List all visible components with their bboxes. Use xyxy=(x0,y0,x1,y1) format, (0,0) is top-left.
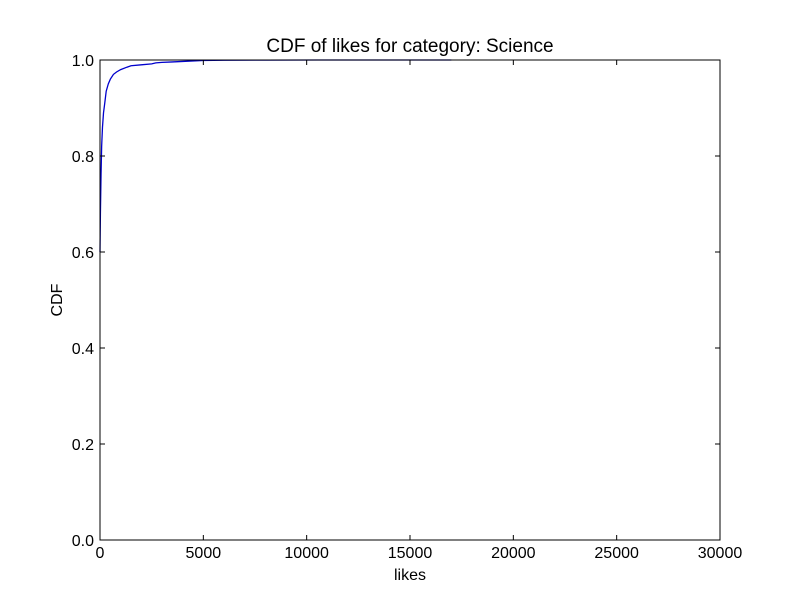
x-tick-label-0: 0 xyxy=(96,545,105,562)
y-tick-label-1: 0.2 xyxy=(72,437,94,454)
plot-frame xyxy=(99,59,721,541)
x-tick-label-2: 10000 xyxy=(284,545,329,562)
y-tick-label-0: 0.0 xyxy=(72,533,94,550)
y-tick-label-3: 0.6 xyxy=(72,245,94,262)
cdf-series-line-0 xyxy=(99,59,452,253)
y-tick-label-4: 0.8 xyxy=(72,149,94,166)
y-tick-label-5: 1.0 xyxy=(72,53,94,70)
x-tick-label-5: 25000 xyxy=(594,545,639,562)
y-tick-label-2: 0.4 xyxy=(72,341,94,358)
x-tick-label-6: 30000 xyxy=(698,545,743,562)
x-tick-label-4: 20000 xyxy=(491,545,536,562)
y-axis-title: CDF xyxy=(49,283,66,316)
x-tick-label-3: 15000 xyxy=(388,545,433,562)
plot-area: 0 5000 10000 15000 20000 25000 30000 0.0 0.2 0.4 0… xyxy=(72,53,743,562)
x-axis-title: likes xyxy=(394,567,426,584)
x-tick-label-1: 5000 xyxy=(186,545,222,562)
chart-title: CDF of likes for category: Science xyxy=(266,36,553,57)
